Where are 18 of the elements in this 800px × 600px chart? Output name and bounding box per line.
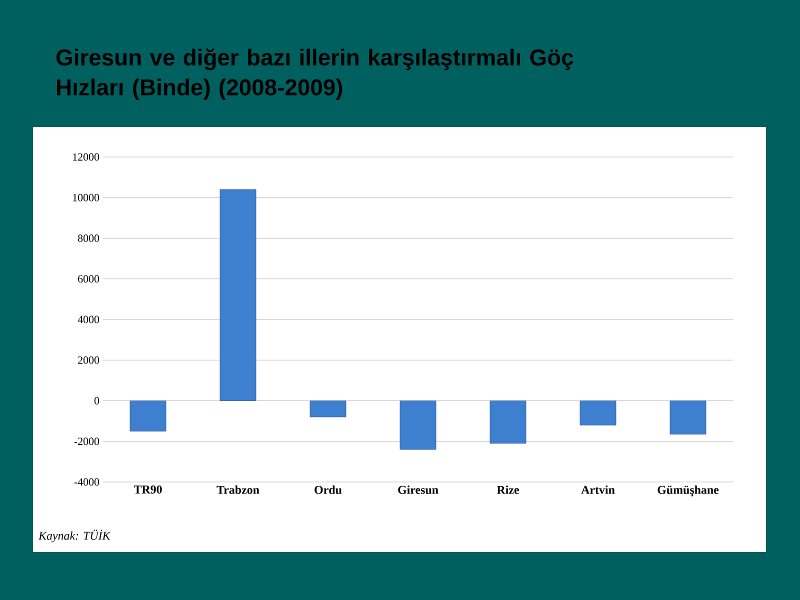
y-tick-label: 12000 (73, 153, 100, 161)
y-tick-label: 2000 (78, 356, 100, 364)
y-tick-label: 8000 (78, 234, 100, 242)
y-tick-label: -2000 (74, 438, 100, 446)
x-tick-label: Rize (496, 486, 519, 494)
y-tick-label: 4000 (78, 316, 100, 324)
x-tick-label: Artvin (581, 486, 615, 494)
y-tick-label: 6000 (78, 275, 100, 283)
x-tick-label: Giresun (398, 486, 438, 494)
x-tick-label: Ordu (314, 486, 342, 494)
y-tick-label: 0 (94, 397, 100, 404)
y-tick-label: -4000 (74, 478, 100, 486)
x-tick-label: Gümüşhane (658, 486, 719, 496)
chart-title: Giresun ve diğer bazı illerin karşılaştırmalı Göç Hızları (Binde) (2008-2009) (56, 48, 574, 100)
text: Kaynak: TÜİK (38, 530, 111, 542)
x-tick-label: Trabzon (216, 486, 260, 494)
x-tick-label: TR90 (134, 486, 162, 494)
y-tick-label: 10000 (73, 194, 100, 202)
